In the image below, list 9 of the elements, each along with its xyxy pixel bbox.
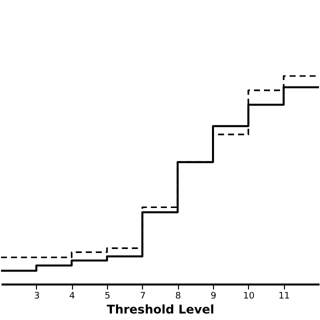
x-tick-label: 3 [34, 292, 40, 302]
x-tick-label: 9 [210, 292, 217, 302]
x-tick-label: 7 [140, 292, 146, 302]
x-axis-title: Threshold Level [106, 302, 214, 316]
x-tick-label: 5 [104, 292, 110, 302]
x-tick-label: 4 [69, 292, 76, 302]
x-tick-label: 8 [175, 292, 182, 302]
x-tick-label: 10 [243, 292, 255, 302]
x-tick-label: 11 [278, 292, 290, 302]
